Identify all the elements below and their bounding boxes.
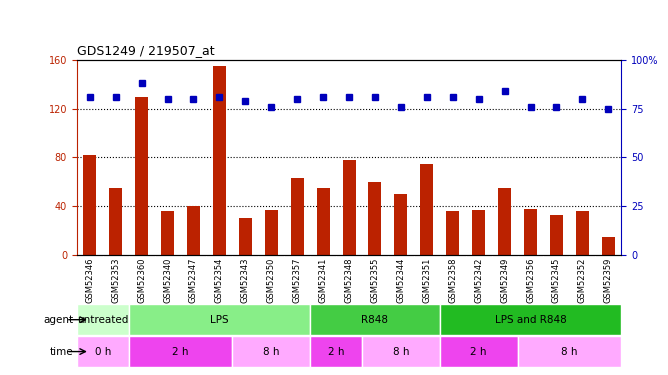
Text: GSM52353: GSM52353	[111, 257, 120, 303]
Text: 8 h: 8 h	[393, 346, 409, 357]
Bar	[498, 188, 511, 255]
Text: GSM52358: GSM52358	[448, 257, 457, 303]
Bar	[232, 336, 310, 367]
Bar	[369, 182, 381, 255]
Bar	[472, 210, 485, 255]
Text: GSM52346: GSM52346	[86, 257, 94, 303]
Bar	[84, 155, 96, 255]
Bar	[440, 336, 518, 367]
Bar	[129, 336, 232, 367]
Bar	[77, 304, 129, 335]
Bar	[362, 336, 440, 367]
Bar	[129, 304, 310, 335]
Text: GDS1249 / 219507_at: GDS1249 / 219507_at	[77, 45, 214, 57]
Bar	[524, 209, 537, 255]
Text: GSM52356: GSM52356	[526, 257, 535, 303]
Text: R848: R848	[361, 315, 389, 325]
Bar	[213, 66, 226, 255]
Text: GSM52345: GSM52345	[552, 257, 561, 303]
Text: GSM52359: GSM52359	[604, 257, 613, 303]
Text: GSM52344: GSM52344	[396, 257, 405, 303]
Bar	[440, 304, 621, 335]
Bar	[291, 178, 304, 255]
Bar	[602, 237, 615, 255]
Text: GSM52342: GSM52342	[474, 257, 483, 303]
Bar	[310, 336, 362, 367]
Text: GSM52349: GSM52349	[500, 257, 509, 303]
Text: GSM52347: GSM52347	[189, 257, 198, 303]
Text: 2 h: 2 h	[470, 346, 487, 357]
Text: GSM52341: GSM52341	[319, 257, 327, 303]
Text: 0 h: 0 h	[95, 346, 111, 357]
Text: time: time	[50, 346, 73, 357]
Bar	[420, 164, 434, 255]
Bar	[550, 215, 563, 255]
Bar	[394, 194, 407, 255]
Text: GSM52350: GSM52350	[267, 257, 276, 303]
Text: LPS: LPS	[210, 315, 228, 325]
Bar	[310, 304, 440, 335]
Bar	[239, 218, 252, 255]
Text: GSM52351: GSM52351	[422, 257, 432, 303]
Text: 8 h: 8 h	[561, 346, 578, 357]
Bar	[110, 188, 122, 255]
Bar	[161, 211, 174, 255]
Text: 2 h: 2 h	[172, 346, 189, 357]
Text: GSM52354: GSM52354	[215, 257, 224, 303]
Text: 8 h: 8 h	[263, 346, 279, 357]
Bar	[317, 188, 329, 255]
Text: 2 h: 2 h	[328, 346, 344, 357]
Text: LPS and R848: LPS and R848	[494, 315, 566, 325]
Bar	[518, 336, 621, 367]
Text: GSM52357: GSM52357	[293, 257, 302, 303]
Text: GSM52348: GSM52348	[345, 257, 353, 303]
Text: GSM52352: GSM52352	[578, 257, 587, 303]
Bar	[187, 206, 200, 255]
Bar	[135, 96, 148, 255]
Text: untreated: untreated	[77, 315, 128, 325]
Bar	[446, 211, 459, 255]
Bar	[576, 211, 589, 255]
Bar	[265, 210, 278, 255]
Text: GSM52343: GSM52343	[241, 257, 250, 303]
Text: GSM52360: GSM52360	[137, 257, 146, 303]
Text: agent: agent	[43, 315, 73, 325]
Bar	[77, 336, 129, 367]
Text: GSM52340: GSM52340	[163, 257, 172, 303]
Text: GSM52355: GSM52355	[371, 257, 379, 303]
Bar	[343, 160, 355, 255]
